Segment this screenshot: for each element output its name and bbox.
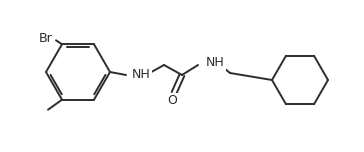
Text: NH: NH: [206, 57, 225, 69]
Text: O: O: [167, 95, 177, 107]
Text: Br: Br: [38, 32, 52, 45]
Text: NH: NH: [132, 69, 151, 81]
